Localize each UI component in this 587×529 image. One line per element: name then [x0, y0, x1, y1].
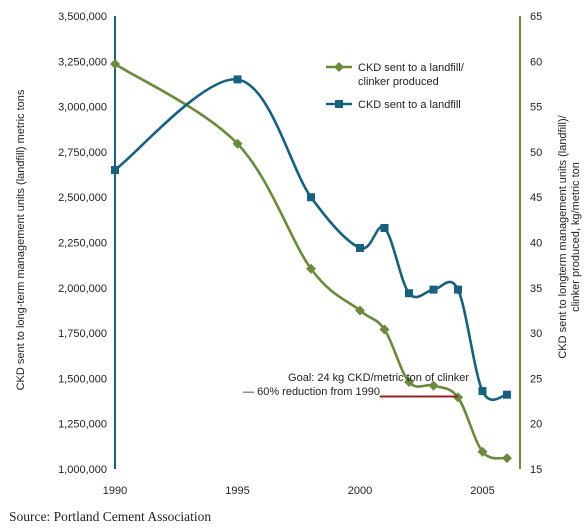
legend-ratio-label-line2: clinker produced — [358, 76, 439, 88]
series-ratio-line — [114, 62, 508, 460]
left-tick-label: 3,000,000 — [58, 102, 107, 114]
right-tick-label: 65 — [530, 11, 542, 23]
source-note: Source: Portland Cement Association — [9, 509, 212, 524]
right-tick-label: 60 — [530, 56, 542, 68]
series-ratio-point — [404, 377, 414, 388]
series-ratio — [110, 59, 512, 464]
x-tick-label: 1990 — [103, 485, 127, 497]
chart: CKD sent to long-term management units (… — [15, 11, 582, 497]
series-ratio-point — [477, 446, 488, 457]
x-tick-label: 2005 — [470, 485, 494, 497]
legend-ratio-marker — [334, 62, 344, 72]
series-total-point — [429, 285, 438, 294]
series-ratio-point — [306, 263, 316, 274]
series-ratio-point — [110, 59, 120, 70]
x-tick-label: 1995 — [225, 485, 249, 497]
right-tick-label: 30 — [530, 328, 542, 340]
goal-label-line2: — 60% reduction from 1990 — [243, 386, 380, 398]
series-layer — [110, 59, 512, 464]
right-axis-ticks: 15 20 25 30 35 40 45 50 55 60 65 — [530, 11, 542, 476]
left-tick-label: 2,250,000 — [58, 238, 107, 250]
left-tick-label: 1,250,000 — [58, 419, 107, 431]
right-tick-label: 40 — [530, 238, 542, 250]
left-tick-label: 2,000,000 — [58, 283, 107, 295]
x-axis-ticks: 1990 1995 2000 2005 — [103, 485, 495, 497]
series-total-point — [454, 285, 462, 294]
left-axis-ticks: 1,000,000 1,250,000 1,500,000 1,750,000 2,00… — [58, 11, 107, 476]
legend-total-swatch — [326, 100, 352, 108]
legend: CKD sent to a landfill/ clinker produced… — [326, 62, 465, 111]
legend-ratio-label-line1: CKD sent to a landfill/ — [358, 62, 465, 74]
series-total-point — [307, 193, 315, 202]
left-tick-label: 3,250,000 — [58, 56, 107, 68]
series-ratio-point — [428, 380, 439, 391]
left-axis-title: CKD sent to long-term management units (… — [15, 89, 27, 390]
series-ratio-point — [355, 305, 365, 316]
series-total-point — [111, 166, 119, 175]
legend-total-label: CKD sent to a landfill — [358, 99, 461, 111]
left-tick-label: 1,000,000 — [58, 464, 107, 476]
right-tick-label: 15 — [530, 464, 542, 476]
series-ratio-point — [379, 324, 390, 335]
left-tick-label: 1,750,000 — [58, 328, 107, 340]
series-total-point — [478, 387, 487, 396]
left-tick-label: 2,500,000 — [58, 192, 107, 204]
goal-label-line1: Goal: 24 kg CKD/metric ton of clinker — [288, 372, 469, 384]
right-tick-label: 20 — [530, 419, 542, 431]
series-ratio-point — [502, 453, 512, 464]
series-total-point — [233, 75, 242, 84]
series-total-point — [405, 289, 413, 298]
series-total — [111, 75, 511, 402]
series-total-point — [356, 243, 364, 252]
right-tick-label: 25 — [530, 373, 542, 385]
series-total-point — [380, 224, 389, 233]
series-ratio-point — [232, 138, 243, 149]
right-axis-title-line2: clinker produced, kg/metric ton — [570, 162, 582, 312]
series-total-point — [503, 390, 511, 399]
right-tick-label: 35 — [530, 283, 542, 295]
right-tick-label: 55 — [530, 102, 542, 114]
left-tick-label: 3,500,000 — [58, 11, 107, 23]
right-tick-label: 50 — [530, 147, 542, 159]
left-tick-label: 1,500,000 — [58, 373, 107, 385]
legend-total-marker — [335, 100, 343, 108]
x-tick-label: 2000 — [348, 485, 372, 497]
series-total-line — [114, 78, 508, 402]
left-tick-label: 2,750,000 — [58, 147, 107, 159]
legend-ratio-swatch — [326, 62, 352, 72]
right-axis-title-line1: CKD sent to longterm management units (l… — [557, 114, 569, 358]
right-tick-label: 45 — [530, 192, 542, 204]
